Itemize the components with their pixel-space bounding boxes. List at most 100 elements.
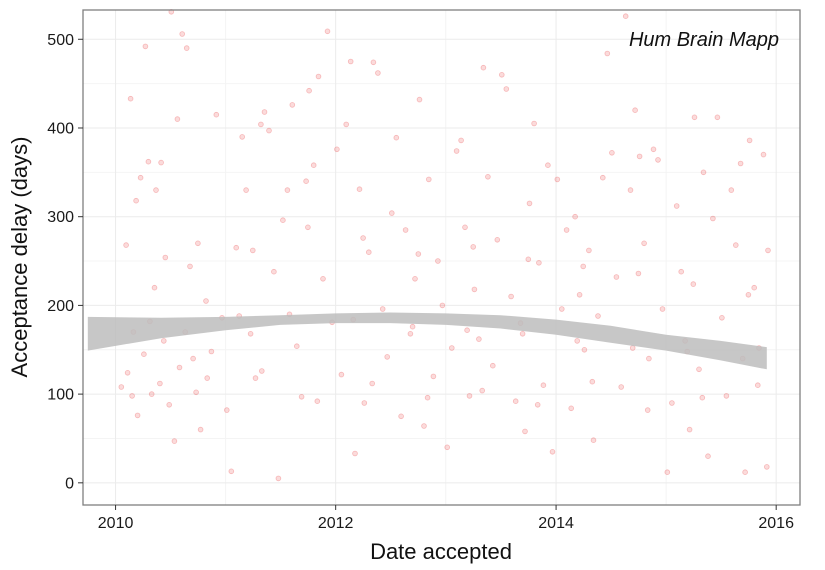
y-tick-label: 0 (65, 475, 74, 492)
data-point (531, 120, 537, 127)
data-point (503, 86, 510, 92)
data-point (356, 186, 363, 193)
data-point (187, 263, 193, 270)
data-point (228, 468, 235, 475)
data-point (494, 237, 501, 243)
data-point (444, 444, 451, 451)
data-point (659, 306, 666, 312)
data-point (388, 210, 395, 216)
data-point (453, 148, 460, 154)
data-point (303, 178, 309, 185)
data-point (365, 249, 372, 256)
data-point (435, 258, 441, 264)
y-tick-label: 200 (47, 298, 74, 315)
y-tick-label: 100 (47, 387, 74, 404)
data-point (124, 369, 131, 376)
data-point (174, 116, 181, 122)
data-point (142, 43, 149, 50)
data-point (213, 111, 220, 118)
x-axis-title: Date accepted (370, 539, 512, 564)
data-point (247, 330, 254, 337)
data-point (266, 127, 272, 134)
data-point (315, 73, 322, 80)
y-tick-label: 500 (47, 32, 74, 49)
data-point (464, 327, 470, 334)
data-point (613, 274, 620, 280)
data-point (646, 355, 652, 362)
data-point (629, 345, 636, 351)
data-point (402, 227, 409, 233)
data-point (691, 114, 698, 121)
data-point (195, 240, 201, 247)
data-point (123, 242, 129, 248)
data-point (622, 13, 629, 20)
data-point (314, 398, 321, 405)
data-point (203, 298, 209, 304)
data-point (258, 121, 264, 128)
data-point (526, 200, 533, 207)
data-point (554, 176, 561, 183)
data-point (635, 270, 642, 277)
data-point (498, 72, 505, 78)
data-point (289, 102, 296, 108)
data-point (536, 259, 542, 266)
data-point (424, 394, 431, 401)
data-point (723, 393, 730, 399)
data-point (563, 227, 570, 233)
data-point (696, 366, 702, 373)
data-point (338, 371, 345, 378)
data-points (118, 8, 771, 482)
data-point (669, 400, 675, 406)
data-point (379, 306, 386, 312)
data-point (157, 380, 163, 387)
data-point (127, 95, 134, 102)
data-point (480, 64, 487, 71)
data-point (714, 114, 721, 121)
data-point (179, 31, 186, 37)
data-point (305, 224, 311, 231)
data-point (519, 330, 526, 337)
data-point (479, 387, 486, 394)
data-point (751, 284, 757, 291)
data-point (347, 58, 354, 65)
data-point (258, 368, 265, 374)
data-point (239, 134, 246, 140)
data-point (754, 382, 761, 389)
data-point (448, 345, 455, 351)
data-point (686, 426, 693, 433)
data-point (595, 313, 601, 319)
data-point (746, 137, 753, 144)
data-point (134, 412, 141, 419)
data-point (137, 174, 144, 181)
data-point (558, 306, 565, 312)
data-point (540, 382, 547, 389)
data-point (416, 96, 423, 103)
data-point (161, 338, 167, 344)
data-point (568, 405, 574, 412)
data-point (415, 251, 422, 257)
data-point (271, 268, 277, 275)
data-point (398, 413, 404, 420)
data-point (522, 428, 528, 435)
data-point (471, 286, 478, 293)
data-point (361, 400, 368, 406)
data-point (233, 244, 240, 251)
data-point (393, 134, 400, 141)
data-point (261, 109, 268, 115)
data-point (118, 384, 125, 390)
data-point (190, 355, 196, 362)
confidence-band (87, 312, 767, 370)
trend-confidence-band (87, 312, 767, 370)
data-point (324, 28, 331, 35)
data-point (176, 364, 183, 371)
data-point (298, 393, 305, 400)
data-point (145, 158, 152, 165)
data-point (760, 151, 767, 158)
y-tick-label: 300 (47, 209, 74, 226)
data-point (421, 423, 427, 429)
data-point (763, 464, 770, 470)
data-point (732, 242, 739, 248)
data-point (466, 393, 473, 399)
data-point (742, 469, 748, 476)
